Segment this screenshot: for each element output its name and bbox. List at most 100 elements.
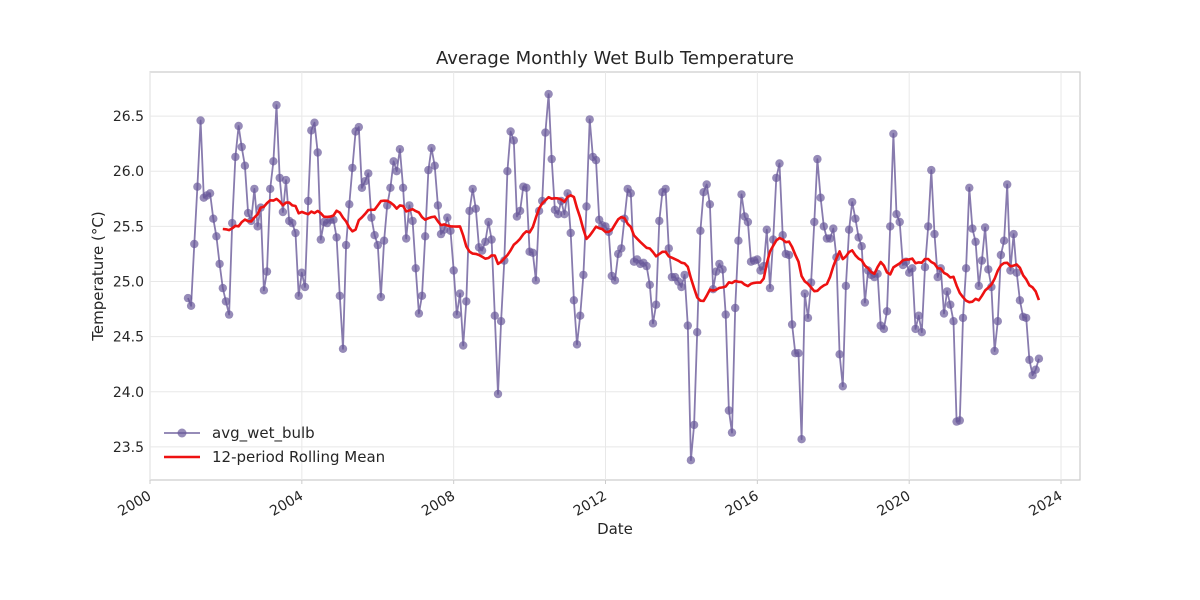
data-point-avg-wet-bulb-82	[443, 213, 452, 222]
grid-layer	[149, 72, 1080, 480]
data-point-avg-wet-bulb-214	[860, 298, 870, 307]
data-point-avg-wet-bulb-250	[974, 281, 983, 291]
data-point-avg-wet-bulb-262	[1012, 268, 1021, 277]
data-point-avg-wet-bulb-255	[990, 346, 999, 356]
data-point-avg-wet-bulb-88	[462, 297, 471, 306]
data-point-avg-wet-bulb-253	[984, 265, 993, 274]
data-point-avg-wet-bulb-268	[1031, 365, 1040, 374]
data-point-avg-wet-bulb-240	[942, 287, 952, 296]
data-point-avg-wet-bulb-203	[825, 234, 835, 243]
data-point-avg-wet-bulb-99	[496, 317, 506, 326]
data-point-avg-wet-bulb-266	[1025, 355, 1034, 364]
data-point-avg-wet-bulb-199	[813, 154, 822, 164]
data-point-avg-wet-bulb-233	[920, 263, 930, 272]
data-point-avg-wet-bulb-135	[610, 276, 620, 285]
data-point-avg-wet-bulb-157	[680, 270, 689, 280]
data-point-avg-wet-bulb-147	[648, 319, 658, 328]
data-point-avg-wet-bulb-186	[772, 173, 781, 183]
data-point-avg-wet-bulb-61	[376, 292, 386, 302]
data-point-avg-wet-bulb-47	[332, 233, 341, 242]
y-tick-label-3: 25.0	[113, 275, 144, 291]
data-point-avg-wet-bulb-19	[243, 208, 253, 218]
data-point-avg-wet-bulb-223	[889, 129, 898, 138]
data-point-avg-wet-bulb-65	[389, 157, 398, 166]
data-point-avg-wet-bulb-230	[911, 324, 920, 334]
data-point-avg-wet-bulb-50	[341, 240, 351, 250]
data-point-avg-wet-bulb-25	[262, 267, 272, 276]
data-point-avg-wet-bulb-191	[787, 320, 797, 329]
data-point-avg-wet-bulb-103	[509, 136, 518, 145]
data-point-avg-wet-bulb-21	[250, 184, 259, 194]
data-point-avg-wet-bulb-221	[882, 307, 892, 316]
data-point-avg-wet-bulb-126	[582, 202, 591, 211]
data-point-avg-wet-bulb-193	[794, 349, 803, 358]
data-point-avg-wet-bulb-161	[693, 328, 702, 337]
data-point-avg-wet-bulb-37	[300, 282, 310, 292]
data-point-avg-wet-bulb-159	[686, 456, 696, 465]
data-point-avg-wet-bulb-0	[183, 293, 193, 303]
chart-title: Average Monthly Wet Bulb Temperature	[436, 48, 794, 69]
data-point-avg-wet-bulb-60	[373, 240, 382, 250]
data-point-avg-wet-bulb-48	[335, 291, 344, 300]
data-point-avg-wet-bulb-167	[712, 267, 721, 276]
data-point-avg-wet-bulb-78	[430, 161, 439, 170]
data-point-avg-wet-bulb-247	[965, 183, 974, 192]
data-point-avg-wet-bulb-187	[775, 159, 784, 168]
data-point-avg-wet-bulb-95	[484, 217, 493, 227]
data-point-avg-wet-bulb-74	[417, 291, 427, 300]
data-point-avg-wet-bulb-86	[455, 289, 465, 298]
data-point-avg-wet-bulb-73	[414, 309, 424, 318]
data-point-avg-wet-bulb-123	[572, 340, 582, 349]
data-point-avg-wet-bulb-269	[1034, 354, 1044, 363]
data-point-avg-wet-bulb-195	[800, 289, 809, 298]
data-point-avg-wet-bulb-206	[835, 350, 844, 359]
y-tick-label-2: 24.5	[113, 330, 144, 346]
data-point-avg-wet-bulb-200	[816, 193, 825, 202]
data-point-avg-wet-bulb-208	[841, 281, 851, 291]
data-point-avg-wet-bulb-71	[408, 216, 417, 226]
data-point-avg-wet-bulb-51	[345, 200, 354, 209]
data-point-avg-wet-bulb-113	[541, 128, 550, 137]
data-point-avg-wet-bulb-140	[626, 189, 635, 198]
data-point-avg-wet-bulb-77	[427, 143, 436, 153]
data-point-avg-wet-bulb-265	[1021, 313, 1031, 323]
data-point-avg-wet-bulb-239	[939, 309, 949, 318]
data-point-avg-wet-bulb-34	[291, 228, 300, 238]
data-point-avg-wet-bulb-58	[367, 213, 376, 222]
data-point-avg-wet-bulb-213	[857, 242, 866, 251]
data-point-avg-wet-bulb-55	[357, 183, 367, 192]
data-point-avg-wet-bulb-248	[968, 224, 977, 233]
data-point-avg-wet-bulb-40	[310, 118, 319, 127]
data-point-avg-wet-bulb-180	[753, 255, 762, 264]
legend-label-rolling-mean: 12-period Rolling Mean	[212, 448, 385, 466]
data-point-avg-wet-bulb-46	[329, 215, 338, 224]
y-tick-label-6: 26.5	[113, 109, 144, 125]
data-point-avg-wet-bulb-258	[999, 236, 1009, 245]
data-point-avg-wet-bulb-184	[765, 283, 775, 293]
data-point-avg-wet-bulb-68	[398, 183, 408, 192]
data-point-avg-wet-bulb-90	[468, 184, 477, 194]
data-point-avg-wet-bulb-151	[661, 184, 670, 194]
data-point-avg-wet-bulb-183	[762, 225, 771, 234]
legend: avg_wet_bulb 12-period Rolling Mean	[164, 424, 385, 466]
data-point-avg-wet-bulb-1	[186, 301, 196, 310]
x-tick-label-2024: 2024	[1026, 488, 1065, 520]
data-point-avg-wet-bulb-201	[819, 222, 828, 231]
data-point-avg-wet-bulb-29	[275, 173, 284, 183]
data-point-avg-wet-bulb-124	[576, 311, 585, 320]
data-point-avg-wet-bulb-30	[278, 207, 288, 217]
data-point-avg-wet-bulb-76	[424, 165, 433, 175]
data-point-avg-wet-bulb-235	[927, 165, 936, 175]
data-point-avg-wet-bulb-42	[316, 235, 325, 244]
data-point-avg-wet-bulb-87	[459, 341, 468, 350]
data-point-avg-wet-bulb-236	[930, 229, 939, 239]
data-point-avg-wet-bulb-237	[933, 272, 942, 282]
data-point-avg-wet-bulb-149	[655, 216, 664, 226]
data-point-avg-wet-bulb-36	[297, 268, 306, 277]
data-point-avg-wet-bulb-172	[727, 428, 737, 437]
y-tick-label-0: 23.5	[113, 440, 144, 456]
data-point-avg-wet-bulb-152	[664, 244, 673, 253]
data-point-avg-wet-bulb-122	[569, 296, 579, 305]
